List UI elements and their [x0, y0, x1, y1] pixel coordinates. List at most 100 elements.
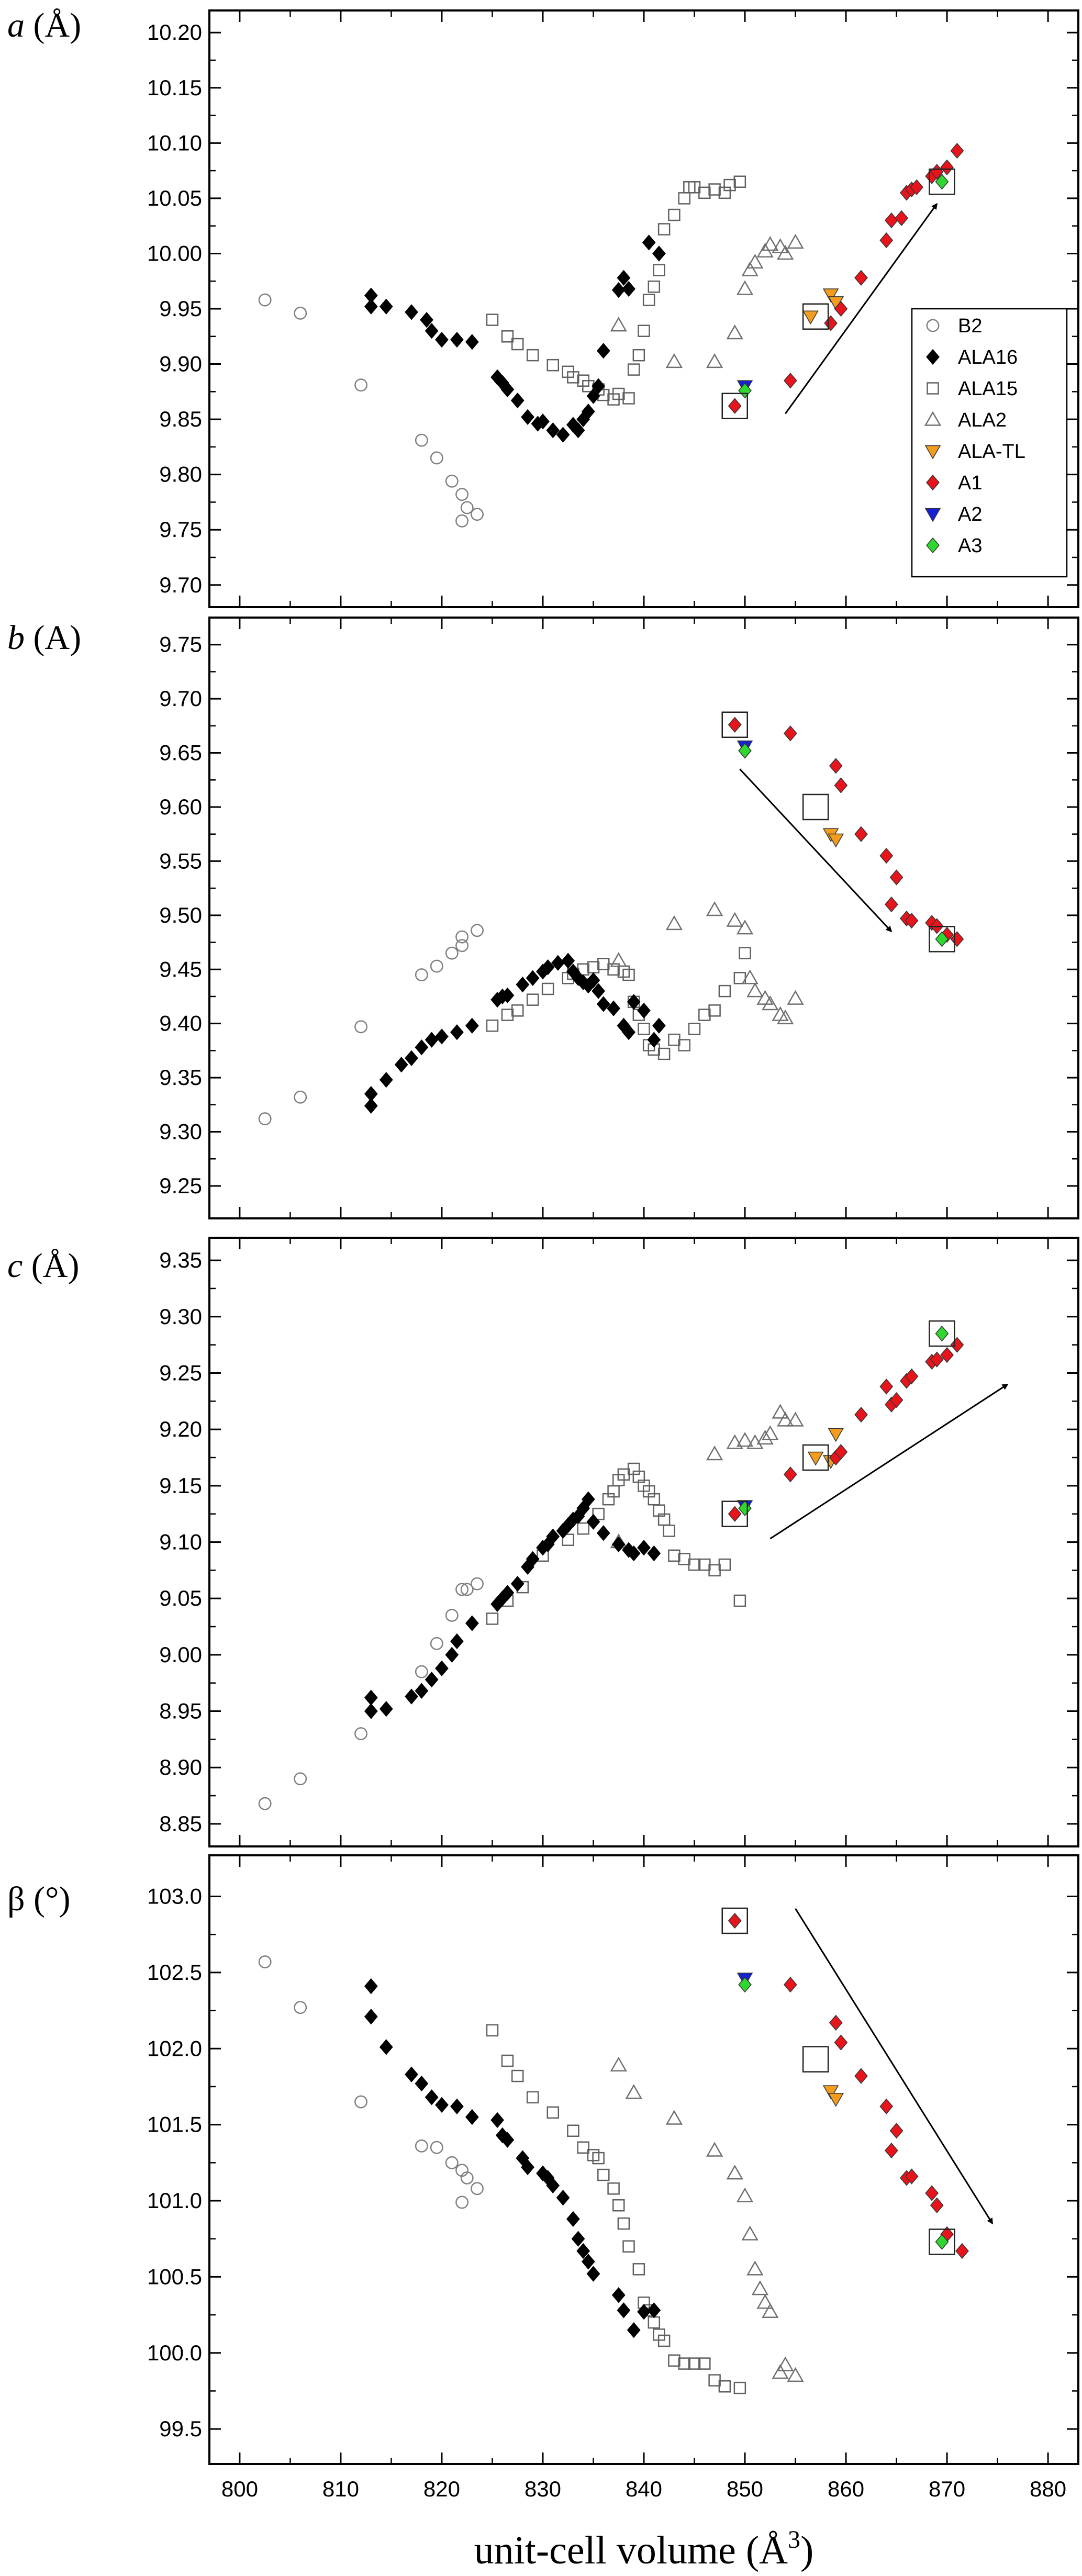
- panel-beta-point-ala15: [592, 2152, 605, 2165]
- panel-a-ytick-label: 10.20: [147, 20, 202, 44]
- panel-b-point-a3: [935, 931, 949, 947]
- panel-beta-point-ala15: [612, 2199, 625, 2212]
- panel-b-point-ala2: [762, 995, 779, 1011]
- panel-a-ytick-label: 9.85: [159, 407, 202, 431]
- panel-beta-point-ala16: [465, 2109, 479, 2125]
- panel-b-point-ala15: [486, 1020, 499, 1032]
- panel-c-annotations: [721, 1320, 1009, 1540]
- panel-b-point-ala2: [665, 915, 683, 931]
- panel-beta-point-ala2: [610, 2056, 627, 2071]
- panel-c-ytick-label: 9.10: [159, 1530, 202, 1554]
- panel-a-point-ala15: [511, 338, 524, 351]
- panel-beta: β (°) 99.5 100.0 100.5 101.0 101.5 102.0 102.5…: [7, 1854, 1079, 2501]
- panel-beta-point-ala2: [736, 2187, 754, 2203]
- panel-beta-point-ala16: [415, 2075, 429, 2092]
- panel-c-point-ala16: [581, 1491, 595, 1507]
- panel-beta-point-ala15: [597, 2168, 610, 2181]
- legend-marker-ala2: [924, 411, 942, 426]
- panel-beta-point-a3: [738, 1976, 752, 1993]
- panel-a-point-ala16: [652, 245, 666, 262]
- panel-a-point-ala16: [556, 427, 570, 443]
- panel-c-point-a1: [940, 1347, 954, 1363]
- panel-a-point-b2: [445, 474, 459, 488]
- x-tick-label: 810: [322, 2477, 359, 2501]
- panel-beta-ytick-label: 103.0: [147, 1884, 202, 1909]
- panel-c-point-a1: [783, 1466, 797, 1483]
- panel-b-point-ala2: [741, 969, 758, 984]
- panel-beta-trend-arrow: [795, 1908, 994, 2225]
- panel-a-point-ala16: [465, 334, 479, 350]
- panel-c-point-b2: [455, 1583, 469, 1596]
- panel-beta-point-ala15: [511, 2069, 524, 2082]
- panel-a-ylabel: a (Å): [7, 6, 81, 44]
- panel-a-point-ala15: [632, 349, 645, 362]
- panel-b: b (A) 9.259.309.359.409.459.509.559.609.…: [7, 617, 1079, 1219]
- panel-beta-point-ala15: [526, 2091, 539, 2104]
- panel-c-point-ala2: [726, 1434, 743, 1449]
- panel-a-point-ala15: [546, 359, 560, 372]
- panel-beta-point-a1: [905, 2168, 919, 2185]
- panel-a-point-ala-tl: [822, 288, 839, 303]
- panel-a-point-ala16: [571, 422, 585, 439]
- panel-beta-point-b2: [455, 2196, 469, 2209]
- x-tick-label: 820: [423, 2477, 460, 2501]
- panel-a-point-b2: [471, 508, 484, 521]
- panel-b-point-ala15: [501, 1009, 514, 1021]
- panel-a-point-ala15: [627, 363, 640, 376]
- panel-c-point-ala-tl: [807, 1451, 824, 1466]
- panel-c-point-ala16: [510, 1576, 525, 1592]
- panel-beta-point-ala2: [756, 2294, 774, 2309]
- panel-a-point-ala16: [611, 282, 626, 298]
- panel-beta-point-ala16: [647, 2302, 661, 2319]
- panel-b-point-b2: [471, 924, 484, 937]
- panel-b-trend-arrow: [739, 768, 893, 933]
- panel-c-point-b2: [471, 1577, 484, 1591]
- panel-b-frame: [208, 617, 1079, 1219]
- panel-b-point-ala16: [622, 1024, 635, 1040]
- panel-b-point-ala2: [777, 1009, 794, 1025]
- panel-beta-point-ala16: [521, 2159, 534, 2176]
- panel-b-point-ala16: [592, 983, 606, 999]
- panel-c-point-ala2: [777, 1412, 794, 1427]
- panel-a-point-ala16: [425, 323, 439, 339]
- panel-beta-point-ala16: [490, 2112, 505, 2129]
- panel-c-point-ala15: [733, 1594, 746, 1607]
- panel-b-xaxis: [239, 618, 1049, 1218]
- panel-a-yaxis: 9.70 9.75 9.80 9.85 9.90 9.95 10.00 10.05 10.10 1…: [147, 20, 1078, 597]
- panel-beta-point-ala16: [364, 2009, 378, 2025]
- panel-a-point-ala15: [612, 387, 625, 400]
- panel-beta-point-ala15: [567, 2124, 579, 2137]
- panel-c-point-b2: [430, 1637, 443, 1650]
- panel-beta-point-ala15: [657, 2334, 671, 2347]
- panel-beta-point-ala16: [405, 2066, 418, 2082]
- panel-beta-point-ala16: [435, 2097, 449, 2113]
- panel-b-point-ala16: [415, 1039, 429, 1056]
- panel-beta-point-ala16: [617, 2302, 631, 2319]
- panel-b-point-ala2: [736, 920, 754, 935]
- panel-c-point-ala15: [708, 1564, 721, 1577]
- panel-b-point-b2: [455, 930, 469, 944]
- panel-b-point-ala16: [465, 1017, 479, 1034]
- panel-c-point-ala16: [450, 1633, 464, 1650]
- panel-c-point-ala16: [415, 1683, 429, 1699]
- panel-a-point-b2: [430, 451, 443, 465]
- panel-a-point-ala15: [678, 192, 690, 205]
- panel-c-points: [258, 1325, 964, 1810]
- panel-beta-point-ala16: [566, 2211, 580, 2227]
- panel-beta-frame: [208, 1854, 1079, 2465]
- panel-b-point-a1: [879, 847, 894, 864]
- legend-label-b2: B2: [958, 315, 982, 337]
- panel-c-point-a1: [905, 1368, 919, 1385]
- panel-beta-point-ala15: [708, 2374, 721, 2387]
- panel-b-point-ala15: [607, 963, 620, 976]
- panel-beta-point-ala15: [698, 2357, 711, 2370]
- panel-b-point-b2: [258, 1112, 272, 1126]
- panel-b-point-a1: [889, 869, 903, 886]
- x-tick-label: 860: [828, 2477, 864, 2501]
- panel-a-point-ala15: [657, 223, 671, 236]
- panel-a-point-a1: [940, 159, 954, 175]
- panel-b-point-ala16: [526, 970, 540, 986]
- panel-c-yaxis: 8.85 8.90 8.95 9.00 9.05 9.10 9.15 9.20 9.25 9.30…: [159, 1248, 1078, 1836]
- panel-c: c (Å) 8.85 8.90 8.95 9.00 9.05 9.10 9.15 9.20 9.…: [7, 1237, 1079, 1847]
- panel-a-point-ala16: [510, 393, 525, 409]
